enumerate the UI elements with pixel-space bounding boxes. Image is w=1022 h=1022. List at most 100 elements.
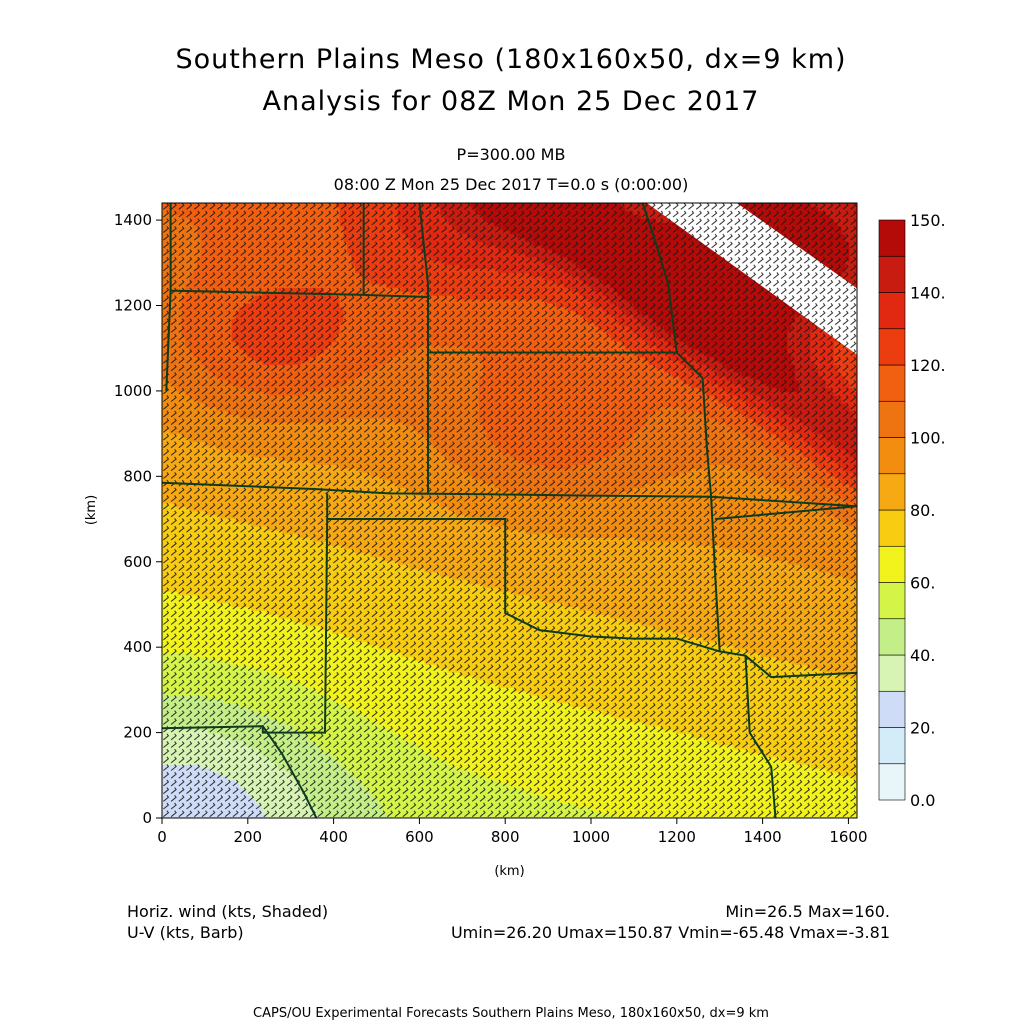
field-cell xyxy=(169,602,175,608)
field-cell xyxy=(162,810,167,815)
field-cell xyxy=(181,260,186,266)
field-cell xyxy=(196,798,202,804)
field-cell xyxy=(173,314,179,319)
field-cell xyxy=(177,249,182,254)
field-cell xyxy=(181,552,186,558)
field-cell xyxy=(173,375,179,381)
field-cell xyxy=(219,706,225,711)
field-cell xyxy=(192,618,198,623)
field-cell xyxy=(181,752,186,758)
field-cell xyxy=(200,572,206,577)
field-cell xyxy=(173,660,179,665)
field-cell xyxy=(173,206,179,212)
field-cell xyxy=(192,372,198,377)
field-cell xyxy=(185,548,190,554)
field-cell xyxy=(177,233,182,239)
field-cell xyxy=(243,406,248,412)
field-cell xyxy=(169,610,175,615)
field-cell xyxy=(165,552,171,558)
field-cell xyxy=(185,794,190,800)
field-cell xyxy=(181,706,186,711)
field-cell xyxy=(227,299,233,304)
field-cell xyxy=(173,552,179,558)
field-cell xyxy=(162,449,167,454)
field-cell xyxy=(200,579,206,585)
field-cell xyxy=(189,614,194,619)
field-cell xyxy=(185,333,190,339)
field-cell xyxy=(177,664,182,669)
field-cell xyxy=(196,660,202,665)
field-cell xyxy=(189,752,194,758)
field-cell xyxy=(177,618,182,623)
field-cell xyxy=(177,287,182,292)
field-cell xyxy=(177,479,182,485)
field-cell xyxy=(169,548,175,554)
field-cell xyxy=(165,245,171,250)
field-cell xyxy=(212,583,217,588)
field-cell xyxy=(177,487,182,492)
field-cell xyxy=(212,575,217,581)
field-cell xyxy=(273,460,279,465)
field-cell xyxy=(212,276,217,281)
field-cell xyxy=(177,610,182,615)
field-cell xyxy=(227,229,233,235)
field-cell xyxy=(219,652,225,658)
field-cell xyxy=(212,760,217,765)
field-cell xyxy=(189,445,194,450)
field-cell xyxy=(189,744,194,750)
field-cell xyxy=(227,545,233,550)
field-cell xyxy=(250,222,256,227)
field-cell xyxy=(227,283,233,289)
field-cell xyxy=(185,602,190,608)
field-cell xyxy=(185,695,190,700)
field-cell xyxy=(192,410,198,415)
field-cell xyxy=(165,637,171,642)
field-cell xyxy=(250,268,256,273)
field-cell xyxy=(219,768,225,773)
field-cell xyxy=(181,475,186,481)
field-cell xyxy=(177,318,182,323)
field-cell xyxy=(162,710,167,715)
field-cell xyxy=(162,433,167,439)
field-cell xyxy=(169,264,175,269)
field-cell xyxy=(173,222,179,227)
field-cell xyxy=(227,268,233,273)
field-cell xyxy=(177,387,182,392)
field-cell xyxy=(189,322,194,327)
field-cell xyxy=(181,698,186,704)
field-cell xyxy=(185,402,190,408)
field-cell xyxy=(169,256,175,262)
field-cell xyxy=(177,641,182,646)
field-cell xyxy=(192,548,198,554)
field-cell xyxy=(165,414,171,419)
field-cell xyxy=(212,768,217,773)
field-cell xyxy=(192,233,198,239)
field-cell xyxy=(200,741,206,746)
field-cell xyxy=(181,660,186,665)
field-cell xyxy=(165,729,171,735)
field-cell xyxy=(185,226,190,231)
field-cell xyxy=(165,744,171,750)
field-cell xyxy=(181,383,186,389)
field-cell xyxy=(258,637,263,642)
field-cell xyxy=(165,314,171,319)
field-cell xyxy=(181,683,186,688)
field-cell xyxy=(192,564,198,569)
field-cell xyxy=(185,810,190,815)
field-cell xyxy=(165,714,171,719)
field-cell xyxy=(165,783,171,788)
field-cell xyxy=(181,375,186,381)
field-cell xyxy=(250,775,256,781)
field-cell xyxy=(243,760,248,765)
field-cell xyxy=(212,406,217,412)
field-cell xyxy=(169,241,175,246)
field-cell xyxy=(173,729,179,735)
field-cell xyxy=(189,375,194,381)
field-cell xyxy=(185,218,190,223)
field-cell xyxy=(169,756,175,761)
field-cell xyxy=(235,206,240,212)
field-cell xyxy=(196,276,202,281)
field-cell xyxy=(173,668,179,673)
field-cell xyxy=(192,541,198,546)
field-cell xyxy=(162,764,167,769)
